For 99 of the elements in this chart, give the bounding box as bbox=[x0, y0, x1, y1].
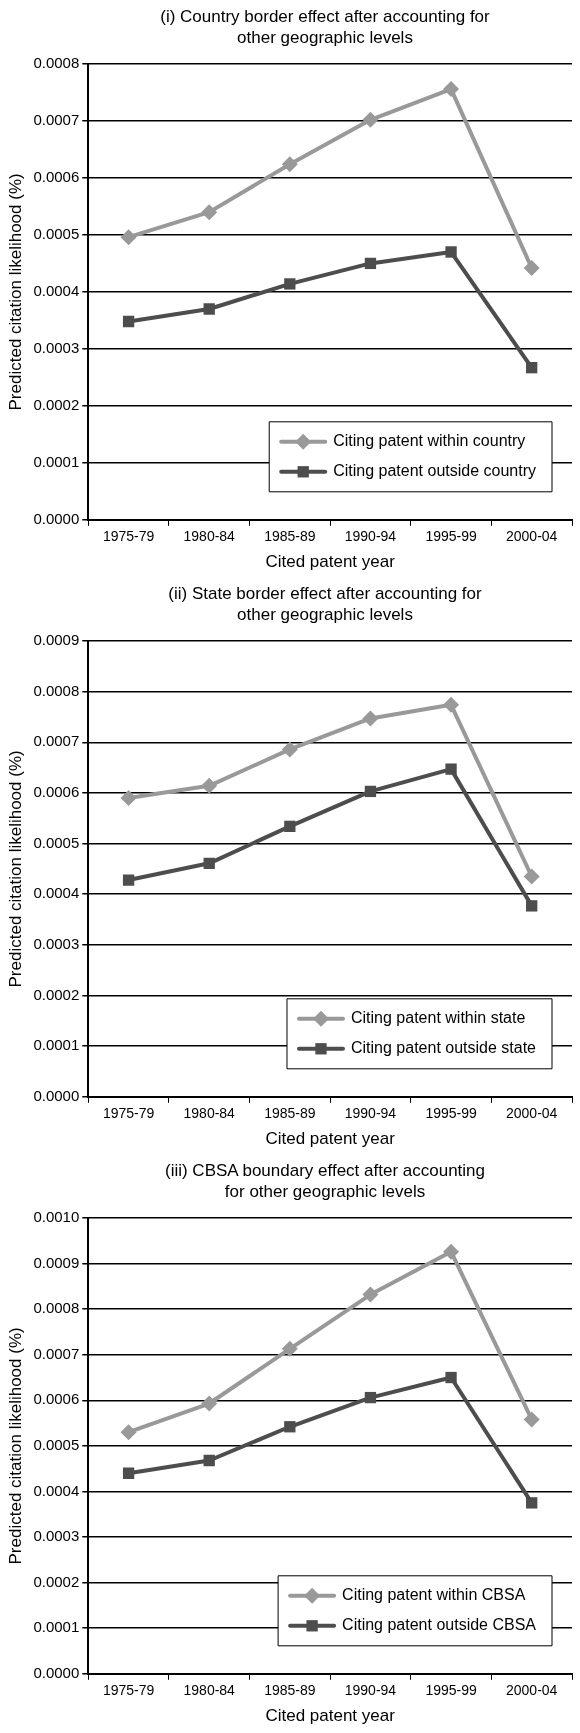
point bbox=[445, 246, 457, 258]
point bbox=[364, 257, 377, 270]
y-tick-label: 0.0003 bbox=[33, 935, 80, 953]
y-axis-title: Predicted citation likelihood (%) bbox=[5, 1327, 25, 1565]
x-tick-label: 1985-89 bbox=[264, 1105, 316, 1122]
x-tick-label: 1975-79 bbox=[102, 1105, 155, 1122]
y-tick-label: 0.0000 bbox=[33, 509, 80, 527]
y-tick-label: 0.0007 bbox=[33, 111, 80, 129]
point bbox=[523, 259, 540, 276]
point bbox=[445, 1371, 457, 1384]
point bbox=[203, 857, 215, 869]
y-tick-label: 0.0006 bbox=[33, 783, 80, 801]
point bbox=[120, 229, 137, 246]
y-tick-label: 0.0001 bbox=[33, 1036, 80, 1054]
y-tick-label: 0.0000 bbox=[33, 1086, 80, 1104]
point bbox=[364, 1391, 377, 1404]
x-tick-label: 1990-94 bbox=[344, 528, 397, 545]
point bbox=[526, 900, 538, 912]
x-tick-label: 1995-99 bbox=[425, 528, 477, 545]
y-tick-label: 0.0004 bbox=[33, 884, 80, 902]
point bbox=[443, 696, 460, 713]
legend-label: Citing patent outside country bbox=[333, 462, 537, 480]
y-tick-label: 0.0001 bbox=[33, 452, 80, 470]
legend-label: Citing patent outside state bbox=[350, 1039, 537, 1057]
y-axis-title: Predicted citation likelihood (%) bbox=[5, 173, 25, 411]
point bbox=[201, 1395, 218, 1412]
x-tick-label: 1975-79 bbox=[102, 1682, 155, 1699]
point bbox=[201, 204, 218, 221]
y-tick-label: 0.0006 bbox=[33, 1390, 80, 1408]
point bbox=[201, 777, 218, 794]
point bbox=[120, 790, 137, 806]
chart-title: (ii) State border effect after accounting for other geographic levels bbox=[167, 583, 483, 626]
point bbox=[284, 820, 296, 833]
x-axis-title: Cited patent year bbox=[265, 1706, 396, 1726]
legend-label: Citing patent outside CBSA bbox=[342, 1616, 537, 1634]
legend-label: Citing patent within CBSA bbox=[342, 1586, 526, 1604]
x-tick-label: 1980-84 bbox=[183, 1682, 236, 1699]
point bbox=[284, 278, 296, 290]
y-tick-label: 0.0006 bbox=[33, 168, 80, 186]
y-tick-label: 0.0008 bbox=[33, 681, 80, 699]
y-tick-label: 0.0002 bbox=[33, 1572, 80, 1590]
point bbox=[443, 1243, 460, 1260]
y-tick-label: 0.0003 bbox=[33, 339, 80, 357]
y-tick-label: 0.0004 bbox=[33, 282, 80, 300]
y-tick-label: 0.0008 bbox=[33, 54, 80, 72]
chart-title: (i) Country border effect after accounting for other geographic levels bbox=[159, 6, 491, 49]
point bbox=[203, 303, 215, 315]
x-tick-label: 1990-94 bbox=[344, 1682, 397, 1699]
chart-title: (iii) CBSA boundary effect after accounting for other geographic levels bbox=[164, 1160, 486, 1203]
y-tick-label: 0.0002 bbox=[33, 985, 80, 1003]
point bbox=[284, 1421, 296, 1433]
x-tick-label: 2000-04 bbox=[505, 1105, 558, 1122]
point bbox=[526, 362, 538, 374]
point bbox=[362, 111, 379, 128]
y-tick-label: 0.0001 bbox=[33, 1618, 80, 1636]
y-tick-label: 0.0009 bbox=[33, 1253, 80, 1271]
point bbox=[120, 1424, 137, 1441]
point bbox=[281, 156, 298, 173]
y-axis-title: Predicted citation likelihood (%) bbox=[5, 750, 25, 988]
y-tick-label: 0.0005 bbox=[33, 225, 80, 243]
y-tick-label: 0.0003 bbox=[33, 1527, 80, 1545]
y-tick-label: 0.0010 bbox=[33, 1208, 80, 1226]
y-tick-label: 0.0009 bbox=[33, 631, 80, 649]
point bbox=[122, 874, 135, 886]
point bbox=[526, 1497, 538, 1509]
x-axis-title: Cited patent year bbox=[265, 1129, 396, 1149]
x-tick-label: 1985-89 bbox=[264, 1682, 316, 1699]
point bbox=[122, 315, 135, 328]
x-tick-label: 1995-99 bbox=[425, 1682, 477, 1699]
point bbox=[445, 763, 457, 775]
point bbox=[523, 1411, 540, 1428]
point bbox=[523, 868, 540, 885]
point bbox=[122, 1467, 135, 1479]
y-tick-label: 0.0005 bbox=[33, 1436, 80, 1454]
point bbox=[364, 785, 377, 798]
y-tick-label: 0.0005 bbox=[33, 833, 80, 851]
y-tick-label: 0.0008 bbox=[33, 1299, 80, 1317]
x-axis-title: Cited patent year bbox=[265, 552, 396, 572]
point bbox=[281, 1340, 298, 1357]
point bbox=[443, 81, 460, 98]
x-tick-label: 1980-84 bbox=[183, 1105, 236, 1122]
x-tick-label: 1995-99 bbox=[425, 1105, 477, 1122]
point bbox=[362, 710, 379, 727]
x-tick-label: 2000-04 bbox=[505, 528, 558, 545]
x-tick-label: 1985-89 bbox=[264, 528, 316, 545]
point bbox=[362, 1286, 379, 1303]
x-tick-label: 1975-79 bbox=[102, 528, 155, 545]
legend-label: Citing patent within state bbox=[350, 1009, 526, 1027]
legend-label: Citing patent within country bbox=[333, 432, 526, 450]
y-tick-label: 0.0007 bbox=[33, 732, 80, 750]
x-tick-label: 2000-04 bbox=[505, 1682, 558, 1699]
y-tick-label: 0.0000 bbox=[33, 1663, 80, 1681]
point bbox=[281, 741, 298, 758]
point bbox=[203, 1454, 215, 1467]
x-tick-label: 1990-94 bbox=[344, 1105, 397, 1122]
y-tick-label: 0.0002 bbox=[33, 395, 80, 413]
y-tick-label: 0.0004 bbox=[33, 1481, 80, 1499]
x-tick-label: 1980-84 bbox=[183, 528, 236, 545]
y-tick-label: 0.0007 bbox=[33, 1344, 80, 1362]
